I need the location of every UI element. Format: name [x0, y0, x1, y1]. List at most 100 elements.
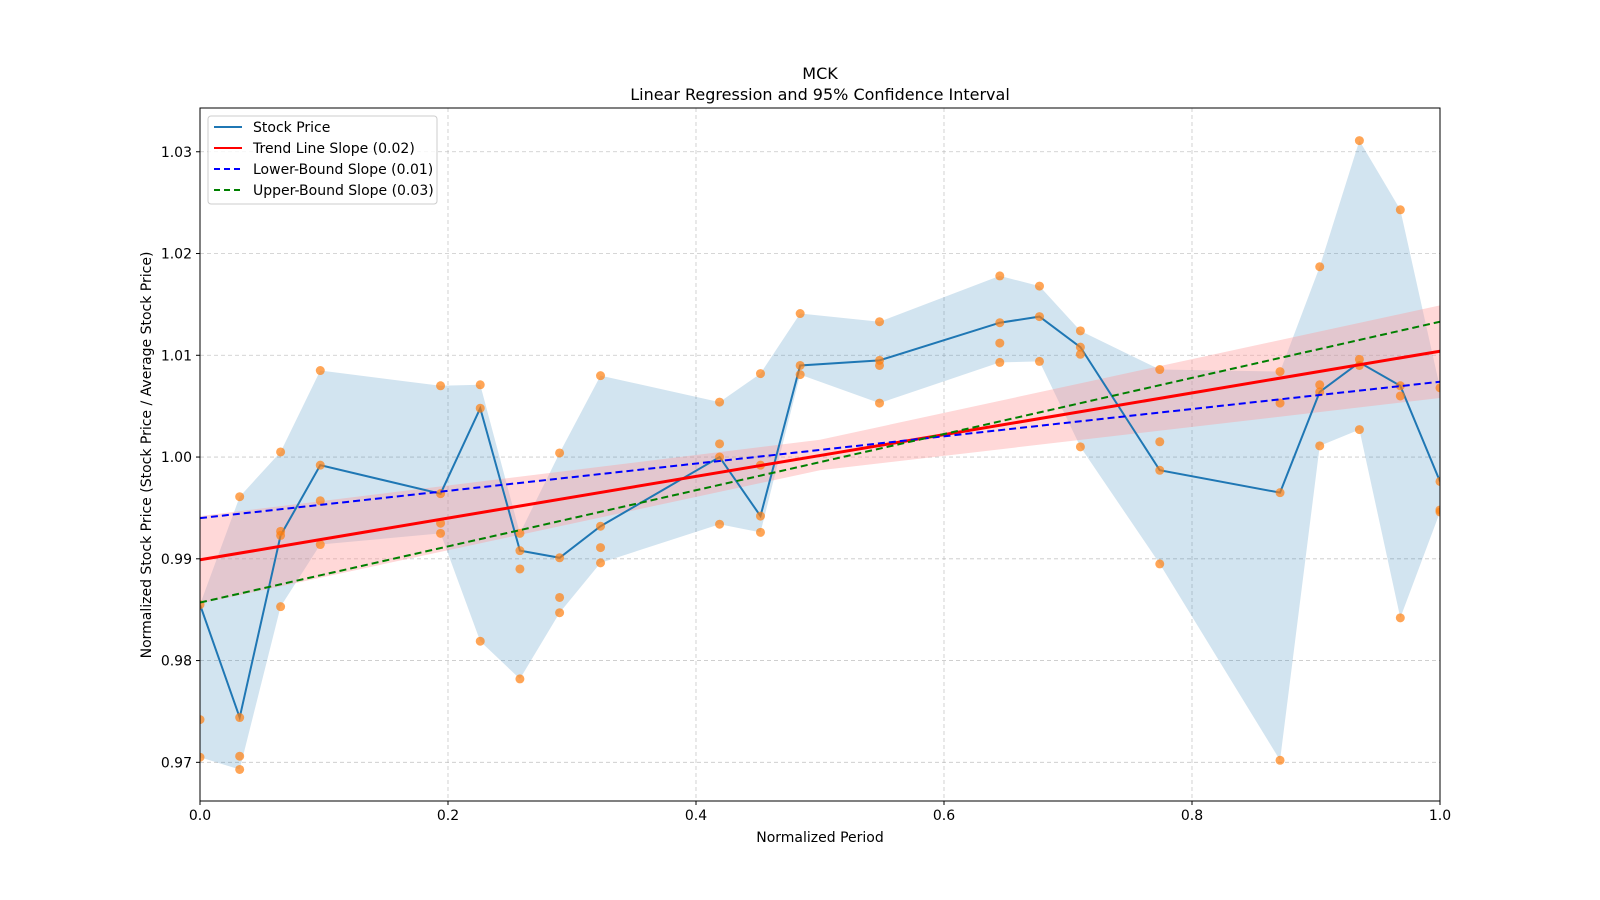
data-point: [755, 369, 765, 379]
data-point: [596, 558, 606, 568]
data-point: [315, 496, 325, 506]
data-point: [235, 751, 245, 761]
data-point: [315, 366, 325, 376]
y-tick-label: 1.01: [161, 348, 192, 364]
data-point: [1354, 136, 1364, 146]
x-tick-label: 0.4: [685, 808, 707, 824]
data-point: [555, 608, 565, 618]
data-point: [1034, 281, 1044, 291]
data-point: [715, 397, 725, 407]
y-tick-label: 0.98: [161, 654, 192, 670]
data-point: [715, 452, 725, 462]
data-point: [1034, 356, 1044, 366]
data-point: [596, 521, 606, 531]
data-point: [995, 338, 1005, 348]
data-point: [1075, 349, 1085, 359]
trend-line: [200, 349, 1440, 562]
data-point: [995, 271, 1005, 281]
data-point: [475, 380, 485, 390]
data-point: [555, 553, 565, 563]
data-point: [1275, 488, 1285, 498]
data-point: [436, 381, 446, 391]
legend-label-stock-price: Stock Price: [253, 120, 330, 136]
data-point: [596, 371, 606, 381]
data-point: [276, 530, 286, 540]
data-point: [875, 317, 885, 327]
chart-title: MCK: [802, 64, 838, 83]
legend-box: [207, 115, 438, 205]
data-point: [995, 318, 1005, 328]
y-tick-label: 0.97: [161, 755, 192, 771]
data-point: [276, 447, 286, 457]
legend-label-trend-line: Trend Line Slope (0.02): [252, 141, 415, 157]
data-point: [875, 360, 885, 370]
y-tick-label: 0.99: [161, 552, 192, 568]
data-point: [1155, 365, 1165, 375]
data-point: [715, 439, 725, 449]
data-point: [515, 564, 525, 574]
data-point: [715, 519, 725, 529]
x-tick-label: 0.6: [933, 808, 955, 824]
legend-label-upper-bound: Upper-Bound Slope (0.03): [253, 183, 434, 199]
x-tick-label: 0.8: [1181, 808, 1203, 824]
data-point: [315, 460, 325, 470]
x-tick-label: 1.0: [1429, 808, 1451, 824]
data-point: [1435, 476, 1440, 486]
data-point: [555, 448, 565, 458]
data-point: [555, 592, 565, 602]
data-point: [795, 370, 805, 380]
data-point: [1395, 205, 1405, 215]
ticks: 0.0 0.2 0.4 0.6 0.8 1.0 0.97 0.98 0.99 1.00 1.01 1.…: [161, 145, 1451, 824]
data-point: [1435, 383, 1440, 393]
data-point: [475, 636, 485, 646]
y-tick-label: 1.03: [161, 145, 192, 161]
data-point: [875, 398, 885, 408]
data-point: [235, 764, 245, 774]
data-point: [1275, 367, 1285, 377]
price-range-band: [200, 140, 1440, 770]
data-point: [1075, 442, 1085, 452]
data-point: [1075, 342, 1085, 352]
data-point: [1275, 398, 1285, 408]
data-point: [1435, 507, 1440, 517]
y-tick-label: 1.02: [161, 247, 192, 263]
data-point: [1155, 465, 1165, 475]
data-point: [475, 403, 485, 413]
data-point: [596, 543, 606, 553]
y-tick-label: 1.00: [161, 450, 192, 466]
data-point: [755, 527, 765, 537]
data-point: [1075, 326, 1085, 336]
stock-price-line: [200, 315, 1440, 722]
data-point: [1315, 441, 1325, 451]
data-point: [315, 540, 325, 550]
data-point: [515, 674, 525, 684]
data-point: [1155, 559, 1165, 569]
data-point: [1315, 380, 1325, 390]
data-point: [1354, 425, 1364, 435]
data-point: [235, 713, 245, 723]
data-point: [1315, 262, 1325, 272]
data-point: [1275, 755, 1285, 765]
data-point: [1395, 391, 1405, 401]
data-point: [795, 360, 805, 370]
data-point: [1395, 613, 1405, 623]
x-tick-label: 0.2: [437, 808, 459, 824]
data-point: [276, 602, 286, 612]
data-point: [1395, 381, 1405, 391]
data-point: [200, 715, 205, 725]
data-point: [1155, 437, 1165, 447]
axes-frame: [199, 107, 1441, 802]
lower-bound-line: [200, 380, 1440, 520]
data-point: [1034, 312, 1044, 322]
legend: Stock Price Trend Line Slope (0.02) Lowe…: [207, 115, 438, 205]
data-point: [755, 511, 765, 521]
y-axis-label: Normalized Stock Price (Stock Price / Av…: [139, 252, 155, 659]
data-point: [995, 357, 1005, 367]
data-point: [436, 528, 446, 538]
chart-subtitle: Linear Regression and 95% Confidence Int…: [630, 85, 1010, 104]
upper-bound-line: [200, 320, 1440, 604]
plot-marks: [200, 136, 1440, 774]
x-tick-label: 0.0: [189, 808, 211, 824]
legend-label-lower-bound: Lower-Bound Slope (0.01): [253, 162, 433, 178]
